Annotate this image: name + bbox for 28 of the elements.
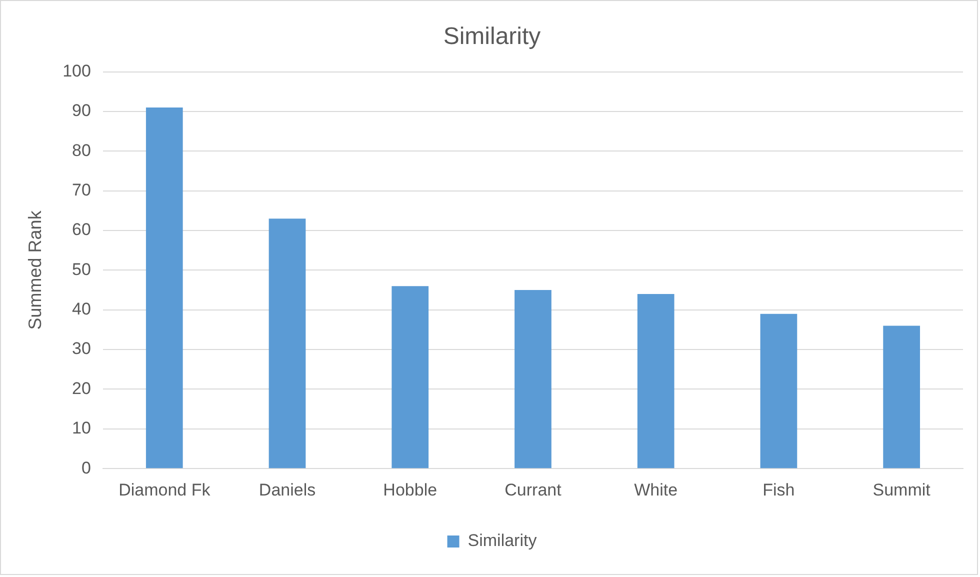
- y-tick-label: 10: [72, 418, 91, 438]
- x-tick-label: Daniels: [258, 480, 316, 500]
- y-tick-label: 70: [72, 180, 91, 200]
- y-tick-label: 0: [81, 458, 91, 478]
- x-tick-label: Fish: [762, 480, 795, 500]
- bar: [760, 314, 798, 468]
- y-axis-title: Summed Rank: [24, 210, 45, 330]
- x-tick-label: Currant: [504, 480, 562, 500]
- chart-title: Similarity: [443, 23, 541, 50]
- y-tick-label: 40: [72, 300, 91, 319]
- bar: [268, 218, 306, 468]
- x-tick-label: Summit: [872, 480, 931, 500]
- x-tick-label: White: [634, 480, 678, 500]
- bar: [637, 294, 674, 468]
- y-tick-label: 90: [72, 101, 91, 120]
- bar: [146, 108, 183, 468]
- x-tick-label: Diamond Fk: [118, 480, 211, 500]
- y-tick-label: 20: [72, 378, 91, 398]
- y-tick-label: 60: [72, 220, 91, 240]
- bar: [514, 290, 552, 468]
- y-tick-label: 100: [62, 61, 91, 80]
- bar: [883, 326, 920, 468]
- y-tick-label: 50: [72, 260, 91, 279]
- bar: [392, 286, 429, 468]
- x-tick-label: Hobble: [383, 480, 438, 500]
- y-tick-label: 80: [72, 140, 91, 160]
- legend-label: Similarity: [468, 531, 538, 550]
- y-tick-label: 30: [72, 339, 91, 358]
